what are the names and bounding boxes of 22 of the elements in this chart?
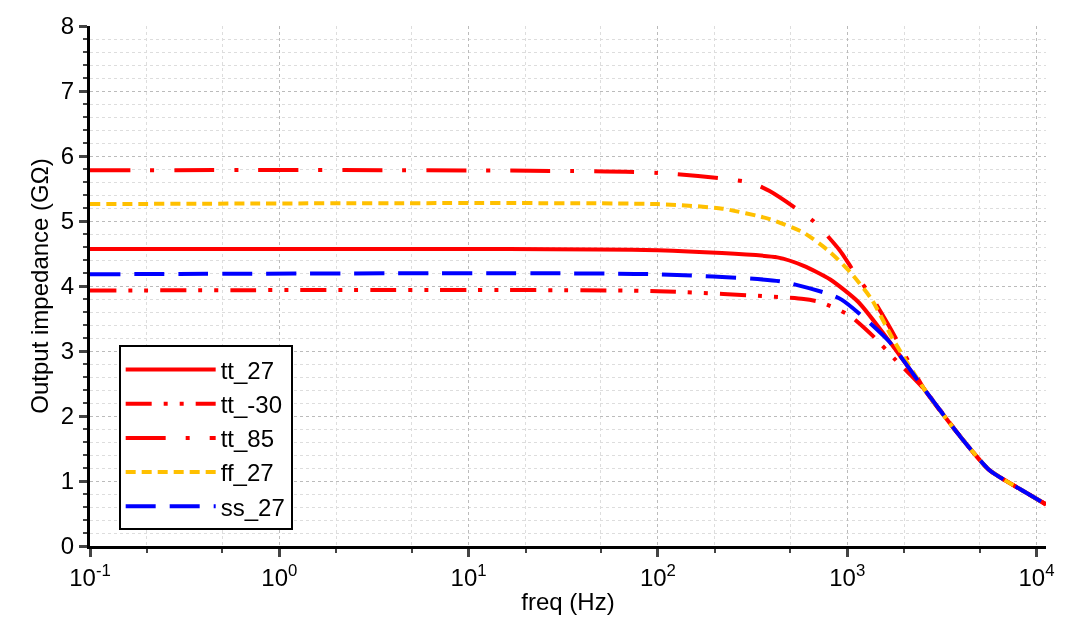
y-tick-label: 1	[60, 467, 75, 495]
y-tick-label: 3	[60, 337, 75, 365]
legend-label: tt_-30	[220, 391, 283, 419]
legend-label: tt_27	[220, 356, 275, 384]
y-axis-title: Output impedance (GΩ)	[25, 158, 53, 414]
legend-label: tt_85	[220, 425, 275, 453]
x-axis-title: freq (Hz)	[521, 588, 615, 616]
y-tick-label: 2	[60, 402, 75, 430]
x-tick-label: 10$^{1}$	[450, 560, 487, 591]
legend-label: ss_27	[220, 493, 285, 521]
y-tick-label: 4	[60, 272, 75, 300]
y-tick-label: 0	[60, 532, 75, 560]
y-tick-label: 8	[60, 12, 75, 40]
y-tick-label: 5	[60, 207, 75, 235]
x-tick-label: 10$^{2}$	[639, 560, 676, 591]
y-tick-label: 6	[60, 142, 75, 170]
x-tick-label: 10$^{3}$	[829, 560, 866, 591]
x-tick-label: 10$^{0}$	[261, 560, 298, 591]
x-tick-label: 10$^{4}$	[1018, 560, 1055, 591]
y-tick-label: 7	[60, 77, 75, 105]
x-tick-label: 10$^{-1}$	[69, 560, 111, 591]
legend-label: ff_27	[220, 459, 274, 487]
